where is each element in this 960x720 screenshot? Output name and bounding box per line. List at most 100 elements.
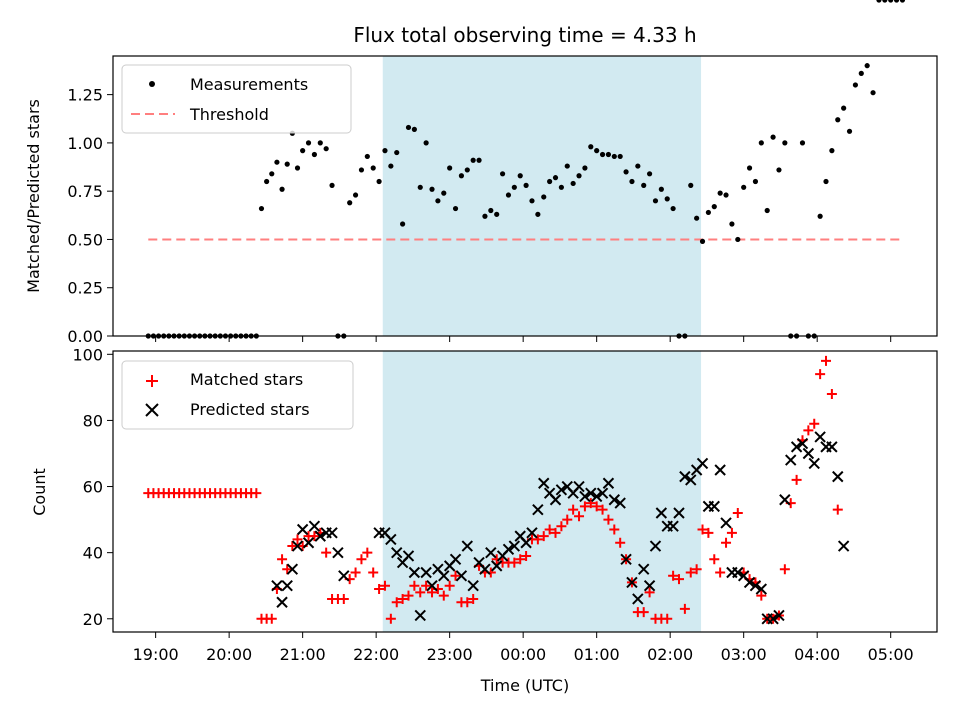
- matched-star-point: [521, 550, 532, 561]
- matched-star-point: [509, 557, 520, 568]
- measurement-point: [274, 159, 280, 165]
- predicted-star-point: [673, 507, 685, 519]
- measurement-point: [523, 182, 529, 188]
- matched-star-point: [644, 587, 655, 598]
- matched-star-point: [585, 498, 596, 509]
- measurement-point: [323, 146, 329, 152]
- measurement-point: [529, 198, 535, 204]
- predicted-star-point: [326, 527, 338, 539]
- predicted-star-point: [590, 490, 603, 503]
- bottom-legend-box: [121, 360, 354, 430]
- legend-matched-label: Matched stars: [190, 370, 303, 389]
- measurement-point: [470, 157, 476, 163]
- legend-threshold-label: Threshold: [189, 105, 269, 124]
- predicted-star-point: [391, 546, 403, 559]
- measurement-point: [576, 173, 582, 179]
- measurement-point: [782, 140, 788, 146]
- predicted-star-point: [667, 520, 679, 532]
- predicted-star-point: [796, 437, 809, 450]
- bottom-y-tick-label: 60: [83, 478, 103, 497]
- matched-star-point: [574, 511, 585, 522]
- predicted-star-point: [402, 550, 415, 562]
- matched-star-point: [550, 527, 561, 538]
- bottom-y-tick-label: 100: [72, 345, 103, 364]
- measurement-point: [558, 184, 564, 190]
- predicted-star-point: [414, 609, 426, 622]
- legend-measurements-marker: [149, 81, 155, 87]
- measurement-point: [652, 198, 659, 204]
- x-tick-label: 21:00: [280, 645, 326, 664]
- predicted-star-point: [743, 576, 756, 589]
- matched-star-point: [379, 580, 390, 591]
- measurement-point: [382, 148, 388, 154]
- measurement-point: [835, 117, 841, 123]
- predicted-star-point: [785, 454, 797, 466]
- predicted-star-point: [281, 580, 293, 592]
- matched-star-point: [715, 567, 726, 578]
- matched-star-point: [673, 574, 684, 585]
- predicted-star-point: [508, 540, 521, 552]
- matched-star-point: [468, 593, 479, 604]
- x-tick-label: 01:00: [574, 645, 620, 664]
- predicted-star-point: [643, 580, 656, 592]
- measurement-point: [476, 157, 482, 163]
- predicted-star-point: [520, 537, 532, 549]
- matched-star-point: [362, 547, 373, 558]
- predicted-star-point: [338, 570, 350, 582]
- measurement-point: [552, 175, 559, 181]
- predicted-star-point: [585, 487, 597, 499]
- matched-star-point: [556, 521, 567, 532]
- predicted-star-point: [732, 566, 744, 579]
- measurement-point: [641, 182, 647, 188]
- predicted-star-point: [479, 563, 491, 575]
- measurement-point: [435, 198, 441, 204]
- matched-star-point: [609, 524, 620, 535]
- measurement-point: [841, 105, 847, 111]
- predicted-star-point: [555, 484, 568, 496]
- measurement-point: [405, 124, 412, 131]
- measurement-point: [452, 205, 459, 212]
- measurement-point: [300, 148, 306, 154]
- top-y-ticks: 0.00 0.25 0.50 0.75 1.00 1.25: [67, 86, 113, 346]
- measurement-point: [358, 167, 365, 173]
- measurement-point: [735, 236, 741, 243]
- predicted-star-point: [614, 497, 626, 509]
- predicted-star-point: [773, 609, 785, 622]
- measurement-point: [717, 190, 723, 196]
- matched-star-point: [809, 418, 820, 429]
- matched-star-point: [438, 590, 449, 601]
- measurement-point: [605, 151, 612, 158]
- measurement-point: [499, 171, 506, 177]
- matched-star-point: [679, 603, 690, 614]
- predicted-star-point: [767, 613, 779, 625]
- predicted-star-point: [532, 503, 544, 516]
- bottom-y-axis-label: Count: [30, 468, 49, 516]
- predicted-star-point: [526, 527, 538, 539]
- predicted-star-point: [502, 543, 515, 556]
- measurement-point: [711, 204, 717, 210]
- measurement-point: [623, 169, 629, 175]
- measurement-point: [284, 161, 290, 167]
- predicted-star-point: [708, 500, 720, 513]
- matched-star-point: [615, 537, 626, 548]
- matched-star-point: [544, 524, 555, 535]
- matched-star-point: [709, 554, 720, 565]
- matched-star-point: [779, 564, 790, 575]
- predicted-stars-series: [272, 431, 850, 625]
- measurement-point: [494, 211, 500, 217]
- predicted-star-point: [608, 494, 621, 506]
- matched-star-point: [732, 507, 743, 518]
- predicted-star-point: [638, 563, 650, 575]
- x-tick-label: 00:00: [500, 645, 546, 664]
- predicted-star-point: [696, 457, 709, 470]
- predicted-star-point: [308, 520, 321, 532]
- measurement-point: [899, 0, 906, 3]
- x-tick-label: 02:00: [647, 645, 693, 664]
- measurement-point: [729, 221, 735, 227]
- bottom-x-ticks: 19:00 20:00 21:00 22:00 23:00 00:00 01:00 02:00…: [133, 632, 914, 664]
- matched-star-point: [685, 567, 696, 578]
- matched-star-point: [444, 580, 455, 591]
- matched-star-point: [821, 355, 832, 366]
- predicted-star-point: [814, 431, 826, 443]
